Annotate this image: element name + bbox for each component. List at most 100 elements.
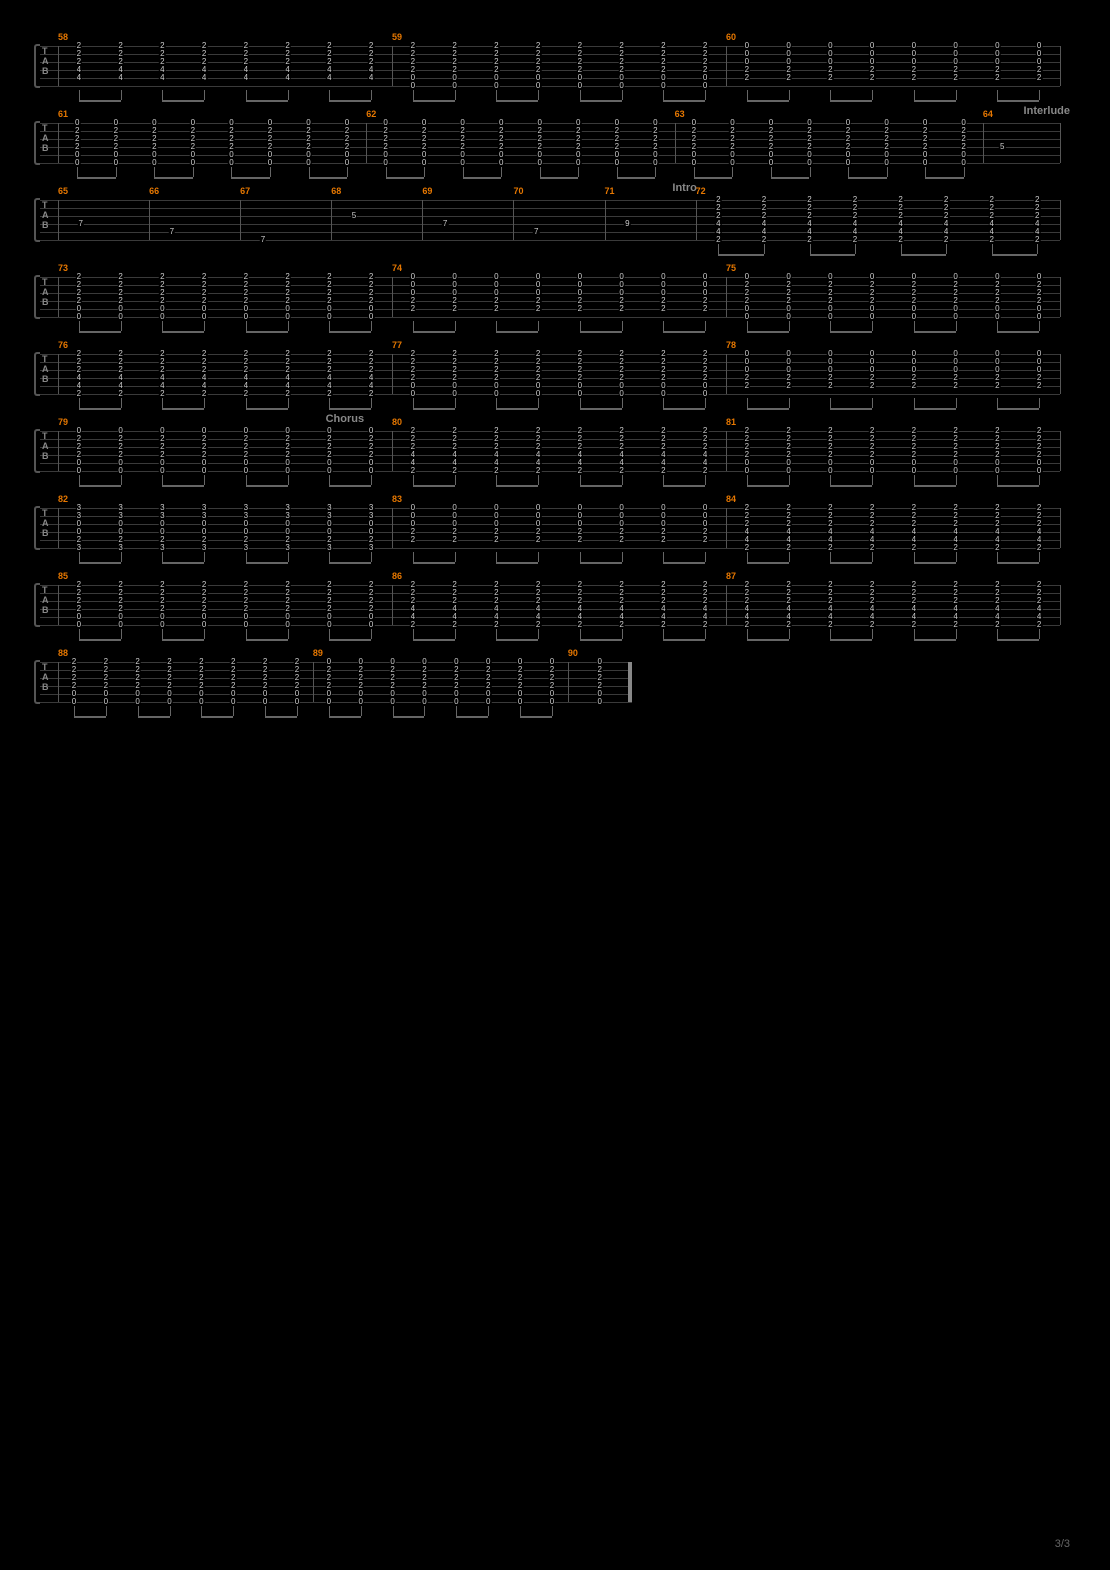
fret-number: 2: [952, 74, 958, 82]
fret-number: 2: [660, 536, 666, 544]
fret-number: 0: [117, 313, 123, 321]
fret-number: 2: [76, 390, 82, 398]
fret-number: 2: [159, 390, 165, 398]
fret-number: 3: [368, 544, 374, 552]
section-label: Interlude: [1024, 105, 1070, 117]
fret-number: 2: [911, 544, 917, 552]
fret-number: 2: [869, 74, 875, 82]
fret-number: 2: [715, 236, 721, 244]
tab-indicator: TAB: [42, 585, 49, 615]
fret-number: 0: [368, 313, 374, 321]
page-number: 3/3: [1055, 1538, 1070, 1550]
fret-number: 2: [326, 390, 332, 398]
measure-number: 79: [58, 417, 68, 427]
fret-number: 7: [260, 236, 266, 244]
fret-number: 0: [451, 82, 457, 90]
fret-number: 0: [575, 159, 581, 167]
fret-number: 2: [897, 236, 903, 244]
fret-number: 0: [389, 698, 395, 706]
fret-number: 0: [729, 159, 735, 167]
fret-number: 2: [451, 621, 457, 629]
fret-number: 0: [201, 313, 207, 321]
fret-number: 2: [451, 305, 457, 313]
tab-staff: TAB8822220022220022220022220022220022220…: [40, 662, 632, 704]
fret-number: 0: [134, 698, 140, 706]
tab-indicator: TAB: [42, 277, 49, 307]
fret-number: 0: [284, 467, 290, 475]
measure-number: 72: [696, 186, 706, 196]
fret-number: 0: [103, 698, 109, 706]
fret-number: 2: [493, 467, 499, 475]
fret-number: 2: [577, 305, 583, 313]
fret-number: 3: [117, 544, 123, 552]
fret-number: 0: [869, 313, 875, 321]
fret-number: 0: [952, 313, 958, 321]
measure-number: 77: [392, 340, 402, 350]
fret-number: 2: [785, 74, 791, 82]
fret-number: 0: [166, 698, 172, 706]
fret-number: 0: [536, 159, 542, 167]
tablature-page: TAB5822244222442224422244222442224422244…: [40, 46, 1070, 704]
fret-number: 0: [159, 467, 165, 475]
section-label: Chorus: [326, 413, 365, 425]
measure-number: 88: [58, 648, 68, 658]
fret-number: 2: [702, 467, 708, 475]
fret-number: 5: [999, 143, 1005, 151]
fret-number: 0: [535, 82, 541, 90]
measure-number: 70: [513, 186, 523, 196]
measure-number: 62: [366, 109, 376, 119]
fret-number: 0: [618, 82, 624, 90]
fret-number: 0: [744, 467, 750, 475]
fret-number: 4: [284, 74, 290, 82]
measure-number: 63: [675, 109, 685, 119]
fret-number: 0: [517, 698, 523, 706]
fret-number: 3: [201, 544, 207, 552]
fret-number: 2: [368, 390, 374, 398]
fret-number: 0: [806, 159, 812, 167]
fret-number: 7: [169, 228, 175, 236]
fret-number: 0: [151, 159, 157, 167]
fret-number: 0: [702, 390, 708, 398]
fret-number: 0: [618, 390, 624, 398]
measure-number: 90: [568, 648, 578, 658]
fret-number: 0: [71, 698, 77, 706]
fret-number: 3: [76, 544, 82, 552]
fret-number: 0: [453, 698, 459, 706]
fret-number: 2: [869, 621, 875, 629]
fret-number: 0: [485, 698, 491, 706]
tab-indicator: TAB: [42, 46, 49, 76]
measure-number: 64: [983, 109, 993, 119]
fret-number: 2: [493, 621, 499, 629]
fret-number: 2: [744, 544, 750, 552]
fret-number: 0: [577, 82, 583, 90]
fret-number: 3: [326, 544, 332, 552]
fret-number: 2: [410, 621, 416, 629]
fret-number: 0: [382, 159, 388, 167]
fret-number: 2: [577, 621, 583, 629]
fret-number: 0: [785, 467, 791, 475]
tab-staff: TAB7322220022220022220022220022220022220…: [40, 277, 1060, 319]
tab-system: TAB7322220022220022220022220022220022220…: [40, 277, 1070, 319]
fret-number: 0: [549, 698, 555, 706]
fret-number: 2: [243, 390, 249, 398]
fret-number: 2: [988, 236, 994, 244]
fret-number: 4: [243, 74, 249, 82]
fret-number: 2: [869, 544, 875, 552]
fret-number: 4: [76, 74, 82, 82]
measure-number: 83: [392, 494, 402, 504]
tab-system: TAB8233002333002333002333002333002333002…: [40, 508, 1070, 550]
fret-number: 0: [74, 159, 80, 167]
fret-number: 0: [421, 159, 427, 167]
tab-staff: TAB7902220002220002220002220002220002220…: [40, 431, 1060, 473]
fret-number: 0: [922, 159, 928, 167]
tab-system: TAB7622244222244222244222244222244222244…: [40, 354, 1070, 396]
fret-number: 0: [691, 159, 697, 167]
fret-number: 2: [943, 236, 949, 244]
fret-number: 2: [911, 621, 917, 629]
fret-number: 2: [806, 236, 812, 244]
fret-number: 2: [785, 544, 791, 552]
fret-number: 2: [410, 467, 416, 475]
fret-number: 0: [326, 621, 332, 629]
fret-number: 2: [702, 305, 708, 313]
fret-number: 0: [201, 467, 207, 475]
